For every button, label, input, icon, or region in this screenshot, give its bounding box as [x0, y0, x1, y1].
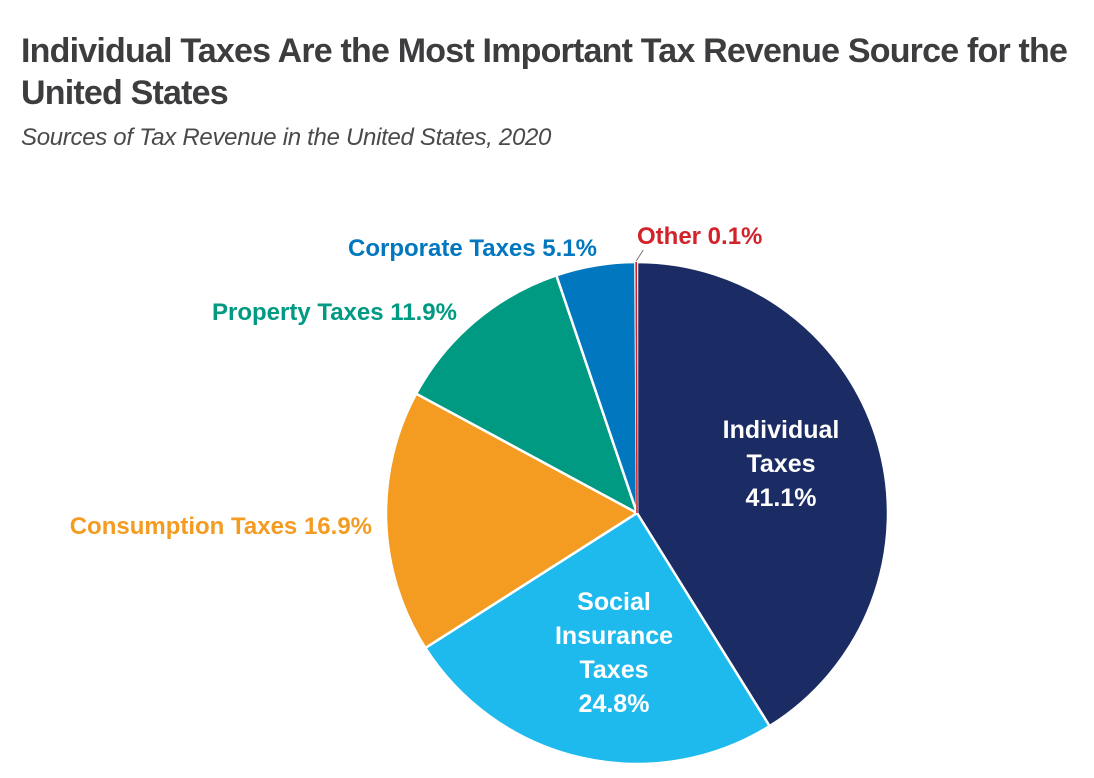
slice-label-line: Taxes	[579, 656, 648, 684]
chart-subtitle: Sources of Tax Revenue in the United Sta…	[21, 124, 552, 151]
slice-label-line: Insurance	[555, 622, 673, 650]
slice-label-individual-taxes: Individual Taxes 41.1%	[723, 416, 840, 512]
slice-label-property-taxes: Property Taxes 11.9%	[212, 299, 457, 326]
slice-label-line: Taxes	[746, 450, 815, 478]
pie-labels: Individual Taxes 41.1% Social Insurance Taxes…	[70, 223, 840, 718]
slice-label-line: 24.8%	[579, 690, 650, 718]
pie-slice-property-taxes	[414, 274, 639, 515]
pie-slice-consumption-taxes	[384, 392, 639, 650]
pie-slice-individual-taxes	[635, 260, 890, 728]
slice-label-other: Other 0.1%	[637, 223, 762, 250]
pie-slices	[384, 260, 890, 766]
slice-label-line: 41.1%	[746, 484, 817, 512]
pie-slice-other-line	[635, 261, 638, 514]
slice-label-consumption-taxes: Consumption Taxes 16.9%	[70, 513, 372, 540]
leader-line-other	[635, 249, 644, 262]
slice-label-social-insurance-taxes: Social Insurance Taxes 24.8%	[555, 588, 673, 718]
slice-label-line: Social	[577, 588, 651, 616]
pie-slice-corporate-taxes	[555, 260, 639, 515]
pie-slice-social-insurance-taxes	[424, 511, 771, 766]
slice-label-corporate-taxes: Corporate Taxes 5.1%	[348, 235, 597, 262]
chart-title: Individual Taxes Are the Most Important …	[21, 32, 1068, 112]
slice-label-line: Individual	[723, 416, 840, 444]
